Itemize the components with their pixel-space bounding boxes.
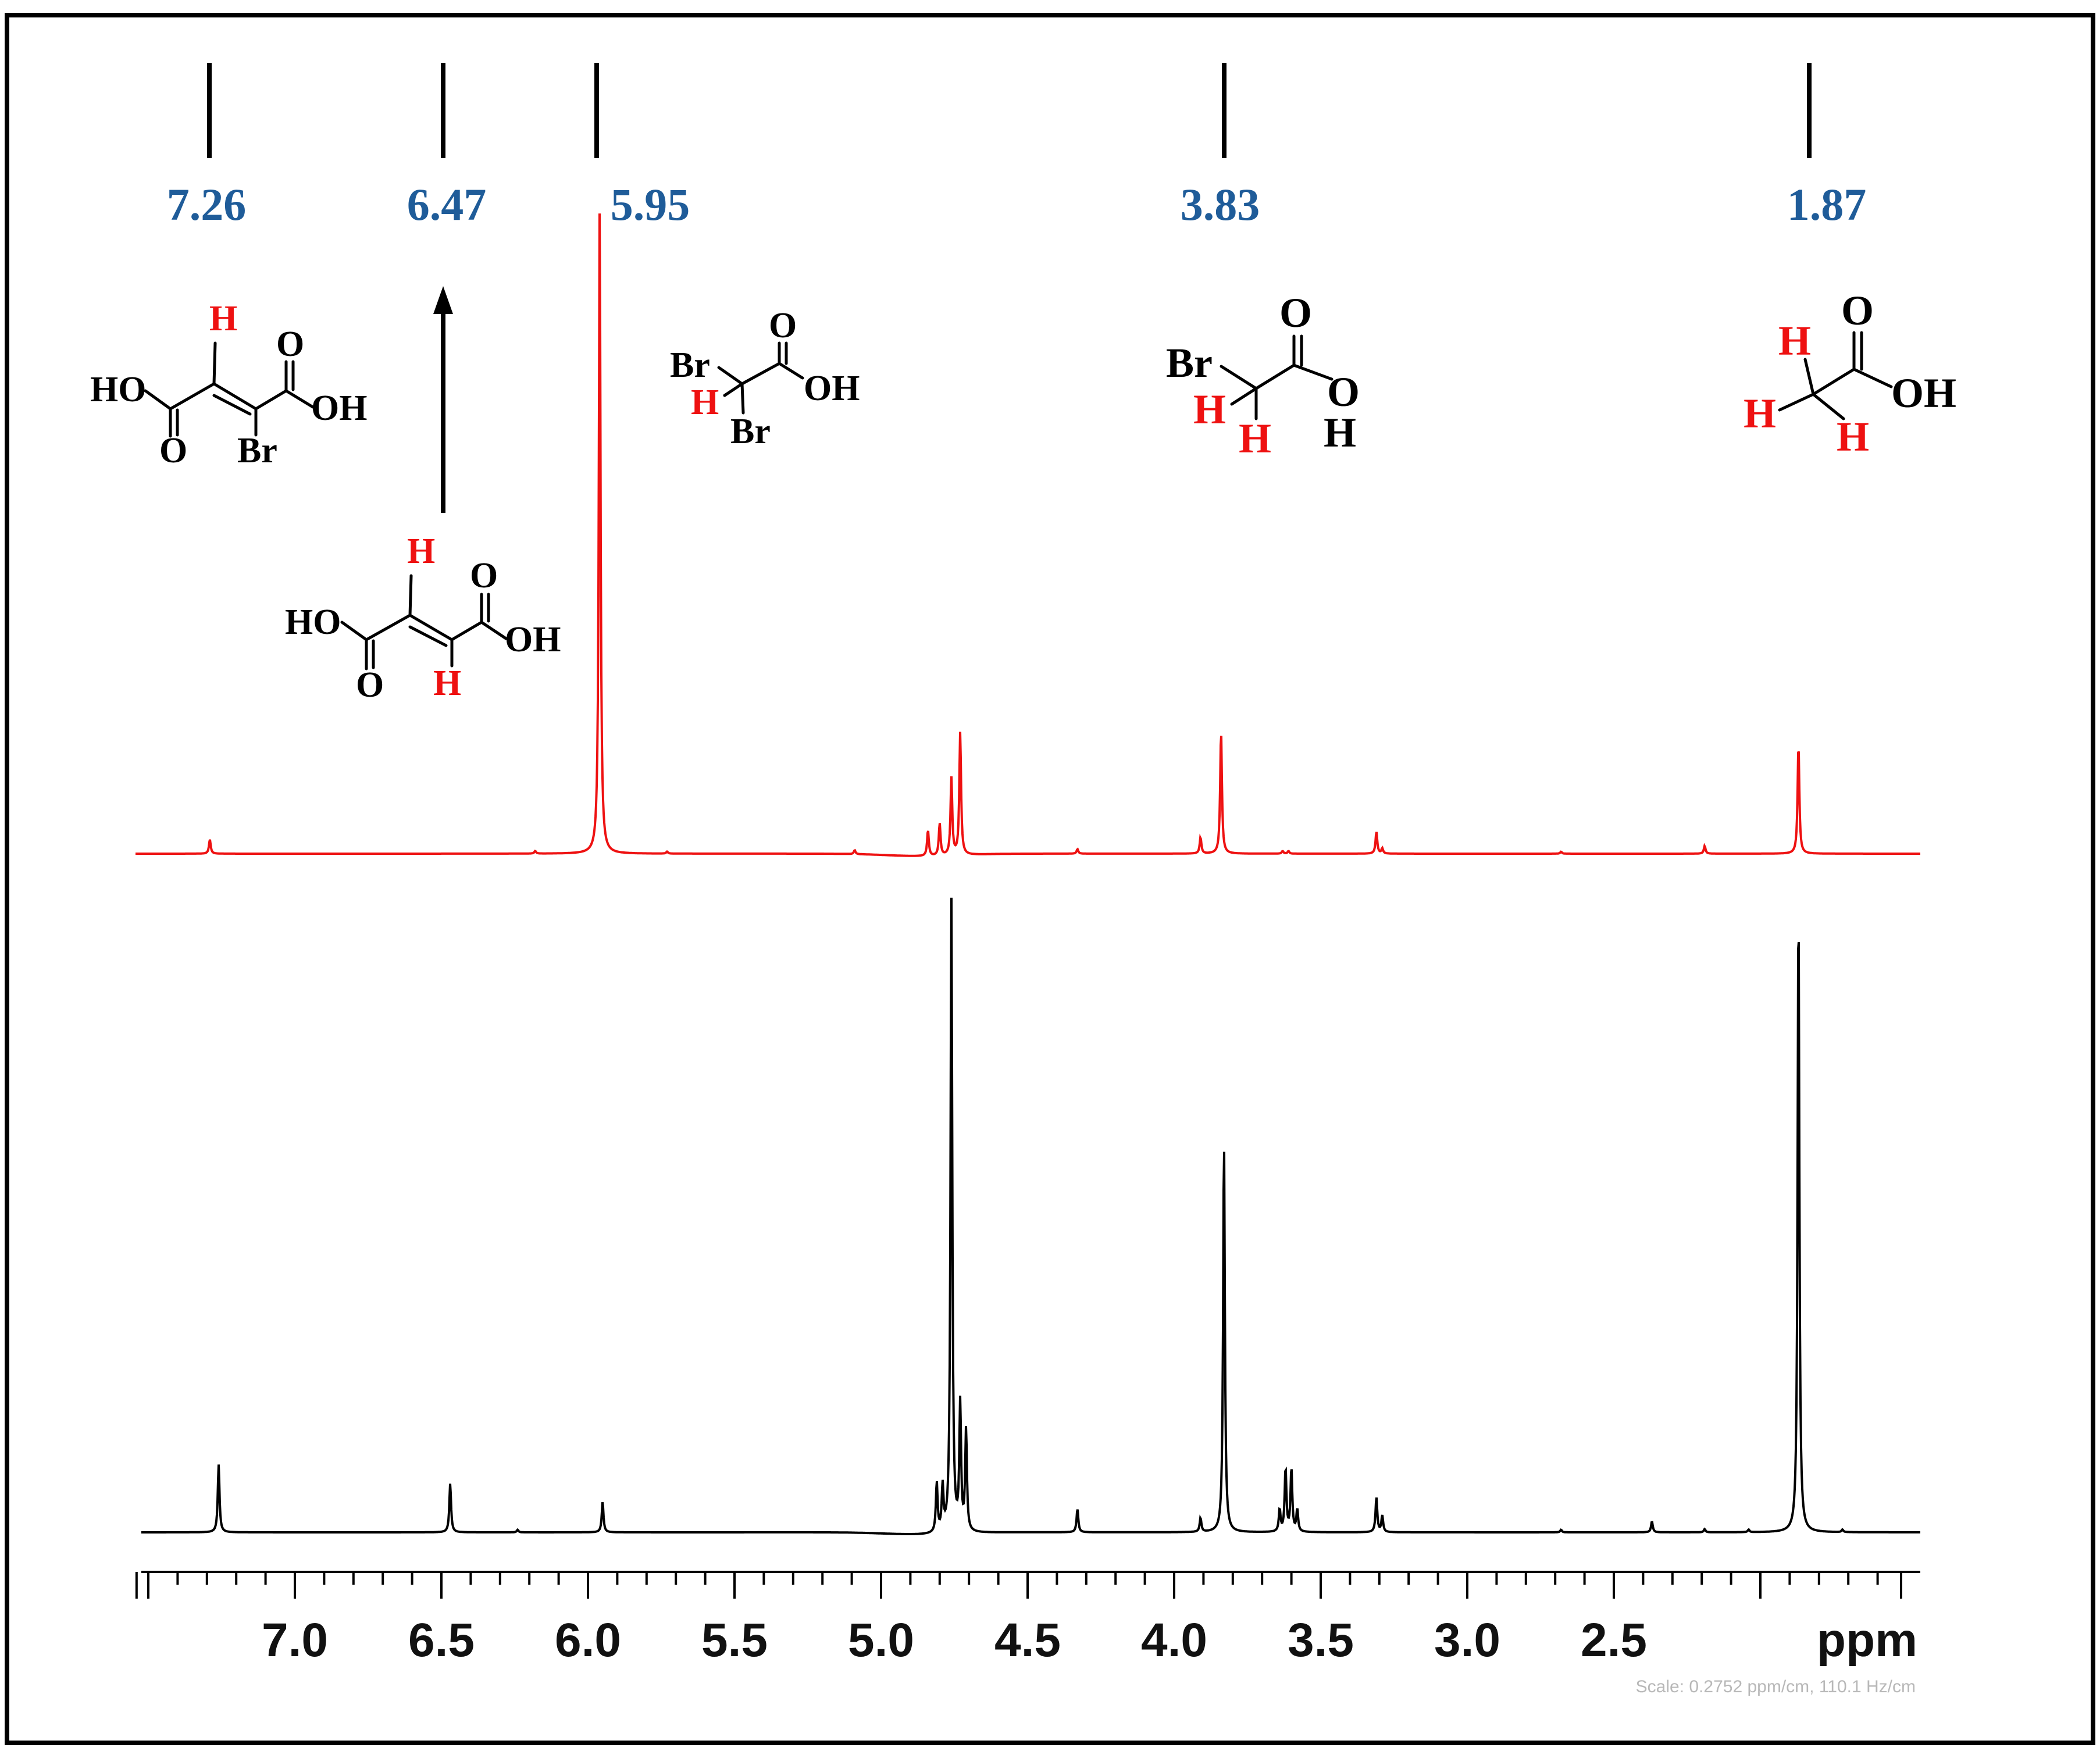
atom-o-top: O xyxy=(276,324,304,364)
x-tick-label: 3.0 xyxy=(1434,1614,1500,1667)
x-axis: 7.0 6.5 6.0 5.5 5.0 4.5 4.0 3.5 3.0 2.5 ppm Scale… xyxy=(135,1571,1920,1696)
marker-label-1-87: 1.87 xyxy=(1787,179,1867,230)
atom-h-acid: H xyxy=(1324,409,1356,456)
scale-note: Scale: 0.2752 ppm/cm, 110.1 Hz/cm xyxy=(1636,1677,1916,1696)
atom-oh: OH xyxy=(505,620,561,659)
atom-br: Br xyxy=(1166,340,1213,386)
spectrum-black xyxy=(141,897,1920,1535)
atom-o-1: O xyxy=(1279,290,1312,336)
structure-acetic-acid: O OH H H H xyxy=(1744,287,1956,460)
x-tick-label: 4.5 xyxy=(994,1614,1061,1667)
atom-ho: HO xyxy=(285,602,341,642)
atom-o-bottom: O xyxy=(356,665,384,705)
atom-oh: OH xyxy=(311,388,367,428)
bonds xyxy=(1220,334,1334,420)
atom-br-2: Br xyxy=(730,412,771,451)
x-tick-label: 4.0 xyxy=(1141,1614,1207,1667)
x-axis-label: ppm xyxy=(1817,1614,1917,1667)
bonds xyxy=(1778,331,1893,420)
atom-br: Br xyxy=(237,431,277,470)
marker-label-6-47: 6.47 xyxy=(407,179,487,230)
atom-h-top: H xyxy=(407,532,435,571)
bonds xyxy=(144,341,315,438)
spectra xyxy=(136,213,1920,1535)
structure-dibromoacetic-acid: Br H Br O OH xyxy=(670,306,860,451)
atom-h-3: H xyxy=(1837,413,1869,460)
marker-label-7-26: 7.26 xyxy=(167,179,247,230)
arrow-head xyxy=(433,286,453,314)
atom-oh: OH xyxy=(1891,370,1956,416)
atom-h-1: H xyxy=(1193,386,1226,433)
atom-o-bottom: O xyxy=(159,431,187,470)
x-tick-label: 6.0 xyxy=(555,1614,621,1667)
atom-h-1: H xyxy=(1778,318,1811,364)
atom-br-1: Br xyxy=(670,345,710,385)
atom-o: O xyxy=(769,306,797,345)
bonds xyxy=(340,574,508,671)
structure-bromoacetic-acid: Br H H O O H xyxy=(1166,290,1360,462)
x-tick-label: 5.0 xyxy=(848,1614,914,1667)
atom-o-top: O xyxy=(470,556,498,595)
x-tick-label: 7.0 xyxy=(262,1614,328,1667)
atom-h-2: H xyxy=(1744,390,1776,437)
x-tick-label: 6.5 xyxy=(408,1614,475,1667)
x-axis-ticks xyxy=(135,1572,1902,1599)
atom-h: H xyxy=(691,383,719,422)
atom-oh: OH xyxy=(804,369,860,408)
bonds xyxy=(717,341,804,415)
reference-markers: 7.26 6.47 5.95 3.83 1.87 xyxy=(167,63,1867,230)
marker-label-3-83: 3.83 xyxy=(1181,179,1260,230)
atom-h-bottom: H xyxy=(433,664,461,703)
x-tick-label: 5.5 xyxy=(701,1614,768,1667)
atom-o: O xyxy=(1841,287,1874,334)
structure-bromofumaric-acid: HO H O OH O Br xyxy=(90,299,367,470)
x-tick-label: 3.5 xyxy=(1288,1614,1354,1667)
atom-h-2: H xyxy=(1239,415,1271,462)
x-tick-label: 2.5 xyxy=(1581,1614,1647,1667)
spectrum-red xyxy=(136,213,1920,857)
atom-o-2: O xyxy=(1327,369,1360,415)
figure-frame xyxy=(5,13,2095,1745)
atom-h: H xyxy=(209,299,237,338)
marker-label-5-95: 5.95 xyxy=(611,179,690,230)
reaction-arrow xyxy=(433,286,453,513)
structure-fumaric-acid: HO H O OH O H xyxy=(285,532,561,705)
atom-ho: HO xyxy=(90,370,146,409)
x-axis-tick-labels: 7.0 6.5 6.0 5.5 5.0 4.5 4.0 3.5 3.0 2.5 xyxy=(262,1614,1647,1667)
